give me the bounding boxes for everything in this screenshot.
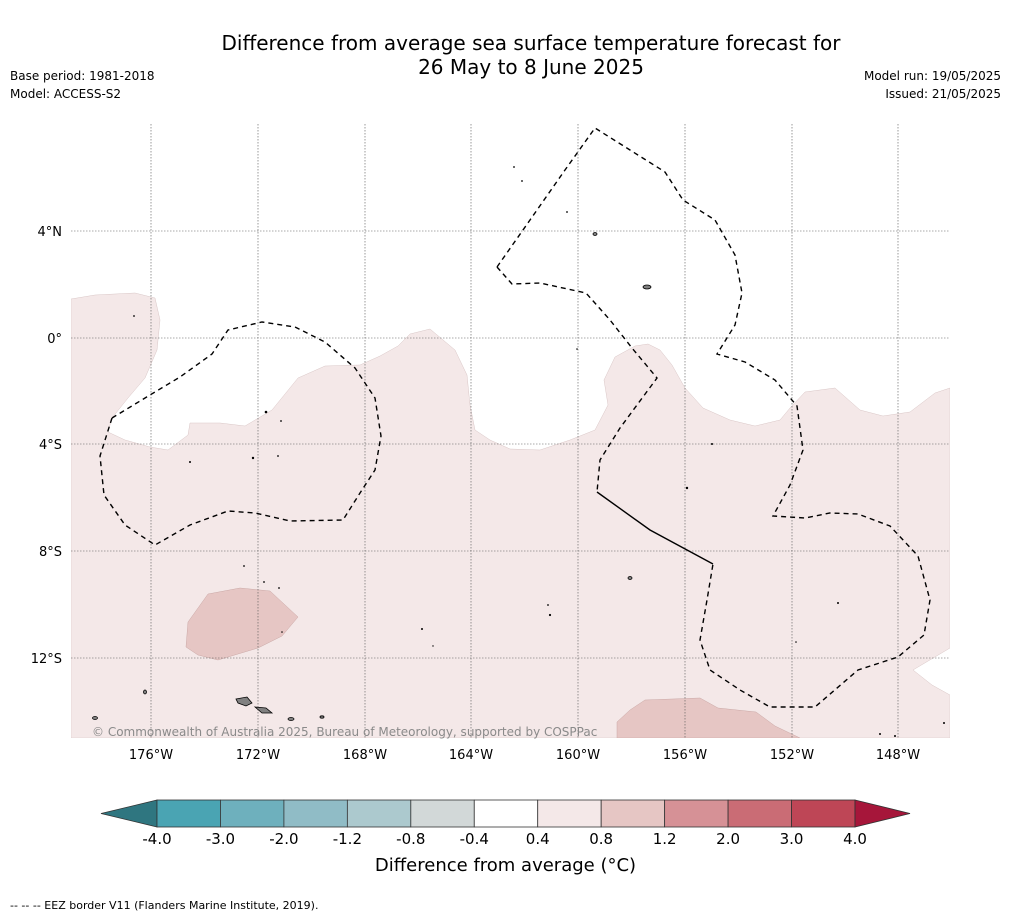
colorbar-segment bbox=[727, 799, 792, 828]
anomaly-region-0.8-1.2-west bbox=[185, 587, 299, 661]
colorbar-tick-label: 4.0 bbox=[843, 830, 867, 848]
lon-label-156w: 156°W bbox=[663, 748, 707, 763]
colorbar-segment bbox=[473, 799, 539, 828]
colorbar-tick-label: 1.2 bbox=[653, 830, 677, 848]
lat-label-0: 0° bbox=[47, 332, 62, 347]
atoll-5 bbox=[92, 716, 98, 720]
lon-label-164w: 164°W bbox=[449, 748, 493, 763]
colorbar-tick-label: -0.4 bbox=[460, 830, 489, 848]
meta-left: Base period: 1981-2018 Model: ACCESS-S2 bbox=[10, 67, 155, 103]
colorbar-tick-label: 2.0 bbox=[716, 830, 740, 848]
colorbar-tick-label: 0.8 bbox=[589, 830, 613, 848]
eez-footnote: -- -- -- EEZ border V11 (Flanders Marine… bbox=[10, 899, 319, 912]
anomaly-region-0.8-1.2-south bbox=[616, 697, 801, 738]
lon-label-176w: 176°W bbox=[129, 748, 173, 763]
eez-border-phoenix bbox=[496, 266, 658, 493]
atoll-6 bbox=[287, 717, 295, 721]
title-line-2: 26 May to 8 June 2025 bbox=[418, 55, 644, 79]
colorbar-segment bbox=[156, 799, 221, 828]
model-name: Model: ACCESS-S2 bbox=[10, 87, 122, 101]
eez-border-tokelau bbox=[99, 321, 382, 546]
lon-label-172w: 172°W bbox=[236, 748, 280, 763]
colorbar-tick-label: 3.0 bbox=[780, 830, 804, 848]
atoll-1 bbox=[642, 284, 652, 290]
island-upolu bbox=[235, 696, 253, 707]
lon-label-152w: 152°W bbox=[770, 748, 814, 763]
issued-date: Issued: 21/05/2025 bbox=[885, 87, 1001, 101]
colorbar-segment bbox=[220, 799, 285, 828]
colorbar-segment bbox=[537, 799, 602, 828]
lon-label-160w: 160°W bbox=[556, 748, 600, 763]
lat-label-12s: 12°S bbox=[31, 652, 62, 667]
atoll-7 bbox=[319, 715, 325, 719]
colorbar-extend-low bbox=[100, 799, 158, 828]
atoll-3 bbox=[143, 689, 147, 695]
copyright-text: © Commonwealth of Australia 2025, Bureau… bbox=[92, 725, 597, 739]
colorbar-tick-label: -4.0 bbox=[142, 830, 171, 848]
colorbar-tick-label: -1.2 bbox=[333, 830, 362, 848]
page-title: Difference from average sea surface temp… bbox=[0, 31, 1011, 79]
lon-label-168w: 168°W bbox=[343, 748, 387, 763]
colorbar-extend-high bbox=[854, 799, 911, 828]
lat-label-8s: 8°S bbox=[39, 545, 62, 560]
lon-label-148w: 148°W bbox=[876, 748, 920, 763]
islands bbox=[92, 232, 652, 721]
eez-borders bbox=[99, 127, 931, 708]
meta-right: Model run: 19/05/2025 Issued: 21/05/2025 bbox=[864, 67, 1001, 103]
atoll-2 bbox=[592, 232, 598, 236]
base-period: Base period: 1981-2018 bbox=[10, 69, 155, 83]
colorbar-segment bbox=[664, 799, 729, 828]
colorbar-tick-label: 0.4 bbox=[526, 830, 550, 848]
colorbar: -4.0 -3.0 -2.0 -1.2 -0.8 -0.4 0.4 0.8 1.2 2.0 3.0 4… bbox=[100, 799, 911, 848]
colorbar-title: Difference from average (°C) bbox=[374, 855, 637, 876]
colorbar-tick-label: -2.0 bbox=[269, 830, 298, 848]
atoll-4 bbox=[627, 576, 633, 580]
eez-solid-segment bbox=[596, 491, 714, 565]
colorbar-segment bbox=[600, 799, 666, 828]
lat-label-4s: 4°S bbox=[39, 438, 62, 453]
colorbar-segment bbox=[410, 799, 475, 828]
islets bbox=[133, 166, 945, 737]
island-savaii bbox=[253, 706, 274, 714]
anomaly-region-0.4-0.8 bbox=[71, 292, 950, 738]
eez-border-line-islands bbox=[496, 127, 931, 708]
colorbar-segment bbox=[283, 799, 348, 828]
lat-label-4n: 4°N bbox=[38, 225, 63, 240]
colorbar-tick-label: -0.8 bbox=[396, 830, 425, 848]
title-line-1: Difference from average sea surface temp… bbox=[221, 31, 841, 55]
colorbar-segment bbox=[346, 799, 412, 828]
colorbar-segment bbox=[791, 799, 856, 828]
colorbar-tick-label: -3.0 bbox=[206, 830, 235, 848]
graticule bbox=[71, 124, 950, 738]
model-run: Model run: 19/05/2025 bbox=[863, 69, 1001, 83]
